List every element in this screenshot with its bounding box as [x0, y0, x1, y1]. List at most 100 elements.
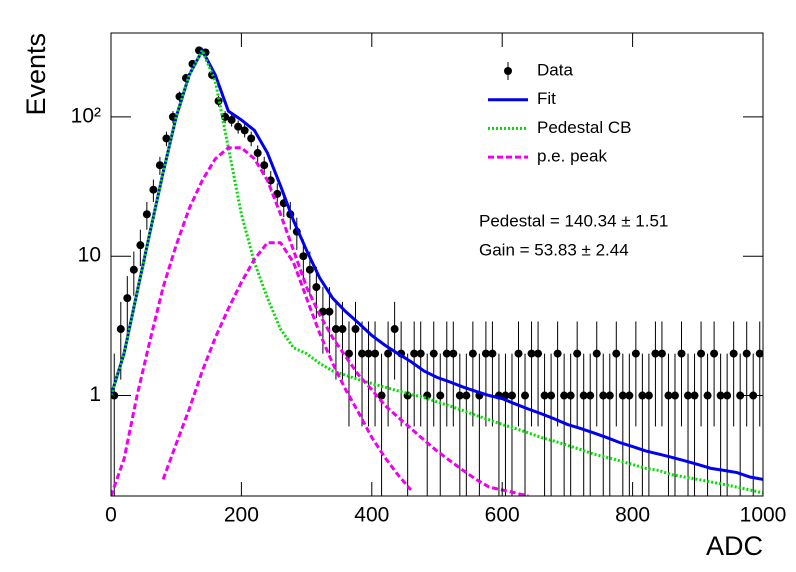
data-point — [305, 265, 314, 274]
y-tick-label: 1 — [89, 383, 101, 406]
data-point — [123, 294, 132, 303]
data-point — [716, 391, 725, 400]
data-point — [697, 349, 706, 358]
data-point — [534, 349, 543, 358]
data-point — [416, 349, 425, 358]
fit-curve — [161, 241, 413, 491]
data-point — [651, 349, 660, 358]
data-point — [338, 325, 347, 334]
legend-label: p.e. peak — [537, 147, 607, 166]
legend-marker — [504, 67, 512, 75]
data-point — [579, 391, 588, 400]
data-point — [521, 391, 530, 400]
data-point — [344, 349, 353, 358]
data-point — [273, 189, 282, 198]
data-point — [755, 349, 763, 358]
data-point — [429, 349, 438, 358]
data-point — [612, 349, 621, 358]
data-point — [514, 349, 523, 358]
data-point — [260, 161, 269, 170]
legend-label: Fit — [537, 89, 556, 108]
data-point — [488, 349, 497, 358]
data-point — [462, 391, 471, 400]
data-point — [605, 391, 614, 400]
data-point — [723, 391, 732, 400]
y-tick-label: 10² — [71, 104, 101, 127]
data-point — [390, 325, 399, 334]
fit-curve — [111, 46, 763, 495]
data-point — [586, 391, 595, 400]
data-point — [351, 325, 360, 334]
data-point — [116, 325, 125, 334]
data-point — [299, 252, 308, 261]
x-tick-label: 600 — [485, 504, 520, 527]
data-point — [547, 391, 556, 400]
data-point — [155, 161, 164, 170]
data-point — [573, 349, 582, 358]
data-point — [468, 349, 477, 358]
data-point — [742, 349, 751, 358]
data-point — [710, 349, 719, 358]
data-point — [442, 349, 451, 358]
data-point — [162, 134, 171, 143]
data-point — [644, 391, 653, 400]
data-point — [449, 349, 458, 358]
data-point — [553, 349, 562, 358]
annotation: Gain = 53.83 ± 2.44 — [479, 240, 629, 259]
x-axis-label: ADC — [706, 531, 763, 561]
data-point — [690, 391, 699, 400]
x-tick-label: 200 — [224, 504, 259, 527]
data-point — [657, 349, 666, 358]
x-tick-label: 400 — [354, 504, 389, 527]
fit-curve — [111, 146, 529, 496]
data-point — [227, 115, 236, 124]
x-tick-label: 0 — [105, 504, 117, 527]
data-point — [455, 391, 464, 400]
data-point — [318, 307, 327, 316]
data-point — [325, 307, 334, 316]
data-point — [266, 176, 275, 185]
y-axis-label: Events — [21, 33, 51, 116]
data-point — [527, 349, 536, 358]
data-point — [670, 391, 679, 400]
data-point — [540, 391, 549, 400]
data-point — [331, 325, 340, 334]
data-point — [149, 185, 158, 194]
legend-label: Pedestal CB — [537, 118, 632, 137]
data-point — [664, 391, 673, 400]
data-point — [677, 349, 686, 358]
data-point — [736, 391, 745, 400]
data-point — [631, 349, 640, 358]
data-point — [253, 149, 262, 158]
data-point — [377, 391, 386, 400]
data-point — [560, 391, 569, 400]
data-point — [566, 391, 575, 400]
data-point — [592, 349, 601, 358]
data-point — [384, 349, 393, 358]
data-point — [703, 391, 712, 400]
data-point — [364, 349, 373, 358]
y-tick-label: 10 — [78, 244, 101, 267]
data-point — [142, 210, 151, 219]
data-point — [371, 349, 380, 358]
fit-curve — [111, 47, 763, 481]
legend-label: Data — [537, 60, 573, 79]
data-point — [625, 391, 634, 400]
data-point — [618, 391, 627, 400]
annotation: Pedestal = 140.34 ± 1.51 — [479, 211, 668, 230]
data-point — [599, 391, 608, 400]
data-point — [247, 134, 256, 143]
frame — [110, 32, 764, 497]
data-point — [507, 391, 516, 400]
data-point — [729, 349, 738, 358]
data-point — [129, 265, 138, 274]
data-point — [312, 283, 321, 292]
data-point — [240, 126, 249, 135]
plot-area — [111, 46, 763, 496]
data-point — [684, 391, 693, 400]
data-point — [358, 349, 367, 358]
data-point — [481, 349, 490, 358]
